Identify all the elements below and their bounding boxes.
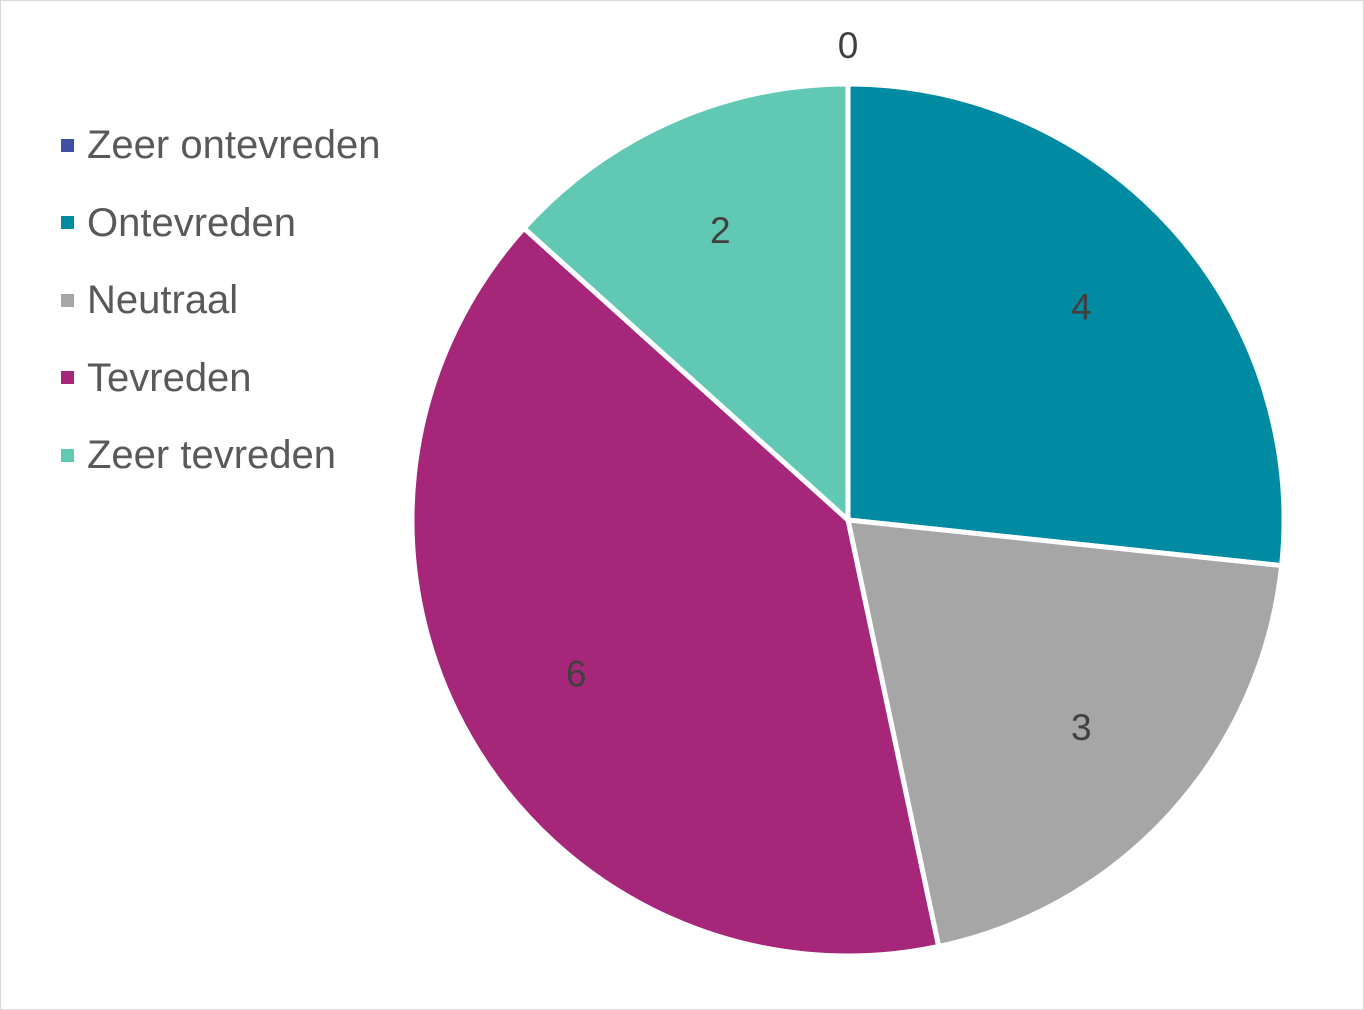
pie-slice-tevreden [409, 225, 942, 959]
data-label-zeer-ontevreden: 0 [838, 25, 859, 66]
legend-label-ontevreden: Ontevreden [87, 200, 297, 245]
legend-swatch-zeer-ontevreden [61, 138, 74, 152]
data-label-tevreden: 6 [566, 654, 587, 695]
pie-slice-ontevreden [845, 81, 1287, 569]
legend-swatch-tevreden [61, 371, 74, 384]
data-label-zeer-tevreden: 2 [710, 210, 731, 251]
legend-label-tevreden: Tevreden [87, 355, 252, 400]
legend-label-zeer-tevreden: Zeer tevreden [87, 433, 337, 477]
chart-legend: Zeer ontevreden Ontevreden Neutraal Tevr… [61, 121, 381, 509]
data-label-neutraal: 3 [1071, 707, 1092, 748]
legend-item-tevreden: Tevreden [61, 354, 381, 402]
data-label-ontevreden: 4 [1071, 287, 1092, 328]
legend-swatch-neutraal [61, 293, 74, 307]
pie-slice-neutraal [845, 517, 1285, 949]
legend-item-zeer-ontevreden: Zeer ontevreden [61, 121, 381, 169]
legend-item-zeer-tevreden: Zeer tevreden [61, 431, 381, 479]
legend-label-neutraal: Neutraal [87, 278, 239, 322]
legend-item-ontevreden: Ontevreden [61, 199, 381, 247]
legend-swatch-zeer-tevreden [61, 448, 74, 462]
legend-item-neutraal: Neutraal [61, 276, 381, 324]
legend-label-zeer-ontevreden: Zeer ontevreden [87, 123, 381, 167]
legend-swatch-ontevreden [61, 216, 74, 229]
pie-slice-zeer-tevreden [521, 81, 851, 523]
